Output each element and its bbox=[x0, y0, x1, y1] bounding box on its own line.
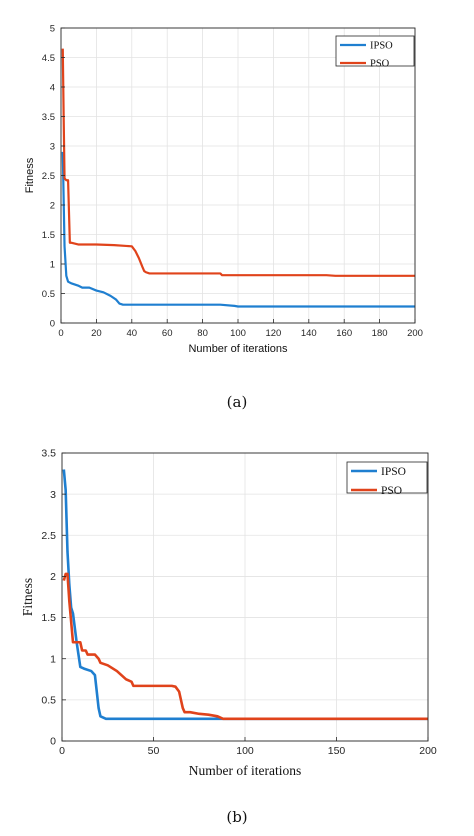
y-tick-label: 2 bbox=[50, 200, 55, 211]
legend-box bbox=[335, 35, 415, 67]
x-tick-label: 60 bbox=[162, 328, 173, 339]
y-tick-label: 1.5 bbox=[42, 230, 55, 241]
x-tick-label: 140 bbox=[301, 328, 317, 339]
legend-label-pso: PSO bbox=[381, 485, 402, 497]
y-tick-label: 5 bbox=[50, 23, 55, 34]
chart-b: 0 50 100 150 200 0 0.5 1 1.5 2 2.5 3 3.5 Number of it… bbox=[20, 448, 437, 778]
y-tick-label: 0.5 bbox=[42, 289, 55, 300]
y-tick-label: 3 bbox=[50, 489, 56, 501]
caption-b: (b) bbox=[226, 808, 247, 826]
y-tick-label: 4.5 bbox=[42, 53, 55, 64]
y-tick-label: 1 bbox=[50, 653, 56, 665]
y-tick-label: 3 bbox=[50, 141, 55, 152]
x-tick-label: 160 bbox=[336, 328, 352, 339]
y-tick-label: 1.5 bbox=[41, 612, 56, 624]
y-tick-label: 2 bbox=[50, 571, 56, 583]
legend-label-pso: PSO bbox=[370, 59, 390, 70]
y-tick-label: 3.5 bbox=[41, 448, 56, 460]
y-tick-label: 2.5 bbox=[41, 530, 56, 542]
y-tick-label: 1 bbox=[50, 259, 55, 270]
x-axis-label: Number of iterations bbox=[189, 763, 301, 778]
x-tick-label: 20 bbox=[91, 328, 102, 339]
y-tick-label: 0 bbox=[50, 736, 56, 748]
x-tick-label: 80 bbox=[197, 328, 208, 339]
legend-label-ipso: IPSO bbox=[370, 41, 393, 52]
x-tick-label: 200 bbox=[419, 745, 437, 757]
y-tick-label: 0.5 bbox=[41, 695, 56, 707]
y-tick-label: 0 bbox=[50, 318, 55, 329]
x-tick-label: 40 bbox=[127, 328, 138, 339]
series-line-pso bbox=[61, 48, 415, 277]
caption-a: (a) bbox=[227, 393, 248, 411]
y-tick-label: 2.5 bbox=[42, 171, 55, 182]
x-axis-label: Number of iterations bbox=[188, 343, 288, 355]
legend-label-ipso: IPSO bbox=[381, 466, 406, 478]
x-tick-label: 150 bbox=[328, 745, 346, 757]
x-tick-label: 120 bbox=[265, 328, 281, 339]
chart-a: 0 20 40 60 80 100 120 140 160 180 200 0 0.5 1 1.5 2 2.5 3… bbox=[24, 23, 423, 355]
x-tick-label: 200 bbox=[407, 328, 423, 339]
x-tick-label: 100 bbox=[230, 328, 246, 339]
y-tick-label: 3.5 bbox=[42, 112, 55, 123]
y-axis-label: Fitness bbox=[24, 157, 36, 193]
x-tick-label: 0 bbox=[59, 745, 65, 757]
x-tick-label: 50 bbox=[148, 745, 160, 757]
legend-box bbox=[346, 461, 428, 494]
series-line-pso bbox=[62, 572, 428, 721]
y-axis-label: Fitness bbox=[20, 578, 35, 616]
x-tick-label: 180 bbox=[372, 328, 388, 339]
x-tick-label: 100 bbox=[236, 745, 254, 757]
x-tick-label: 0 bbox=[58, 328, 63, 339]
series-line-ipso bbox=[61, 151, 415, 308]
y-tick-label: 4 bbox=[50, 82, 55, 93]
